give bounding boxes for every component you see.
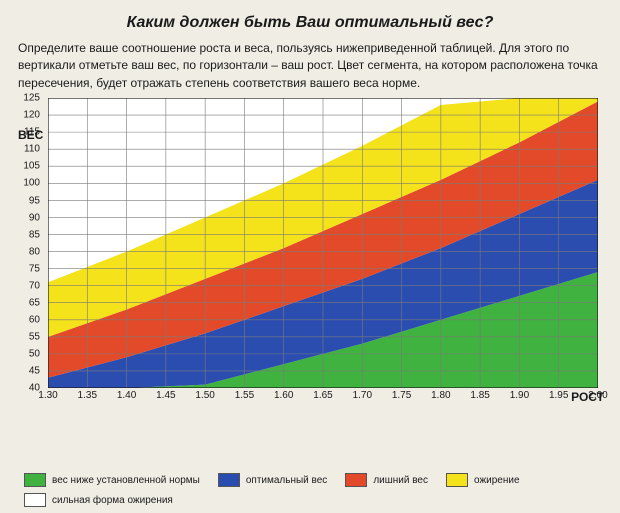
y-tick-label: 60 (29, 314, 40, 325)
y-tick-label: 55 (29, 331, 40, 342)
y-tick-label: 70 (29, 280, 40, 291)
x-tick-label: 1.35 (78, 390, 97, 401)
y-tick-label: 65 (29, 297, 40, 308)
x-tick-label: 1.75 (392, 390, 411, 401)
y-tick-label: 80 (29, 246, 40, 257)
legend-label: ожирение (474, 475, 520, 486)
y-tick-label: 125 (23, 93, 40, 104)
legend-swatch (345, 473, 367, 487)
y-tick-label: 90 (29, 212, 40, 223)
x-tick-label: 1.55 (235, 390, 254, 401)
x-tick-label: 1.60 (274, 390, 293, 401)
legend-swatch (24, 493, 46, 507)
description-text: Определите ваше соотношение роста и веса… (18, 40, 602, 92)
y-tick-label: 75 (29, 263, 40, 274)
y-tick-label: 50 (29, 349, 40, 360)
y-tick-label: 110 (24, 144, 40, 155)
y-tick-label: 120 (23, 110, 40, 121)
page-title: Каким должен быть Ваш оптимальный вес? (18, 14, 602, 32)
legend-label: лишний вес (373, 475, 428, 486)
legend-item: оптимальный вес (218, 473, 327, 487)
x-tick-label: 1.95 (549, 390, 568, 401)
legend-swatch (446, 473, 468, 487)
x-axis-title: РОСТ (571, 390, 604, 404)
x-tick-label: 1.80 (431, 390, 450, 401)
legend-swatch (218, 473, 240, 487)
legend-label: оптимальный вес (246, 475, 327, 486)
chart-area: 4045505560657075808590951001051101151201… (18, 98, 602, 408)
y-tick-label: 115 (24, 127, 40, 138)
legend-item: ожирение (446, 473, 520, 487)
y-tick-labels: 4045505560657075808590951001051101151201… (18, 98, 42, 388)
legend-label: вес ниже установленной нормы (52, 475, 200, 486)
page: Каким должен быть Ваш оптимальный вес? О… (0, 0, 620, 513)
x-tick-label: 1.85 (470, 390, 489, 401)
y-tick-label: 100 (23, 178, 40, 189)
legend-swatch (24, 473, 46, 487)
x-tick-label: 1.40 (117, 390, 136, 401)
y-tick-label: 105 (23, 161, 40, 172)
legend-label: сильная форма ожирения (52, 495, 173, 506)
x-tick-label: 1.65 (313, 390, 332, 401)
y-tick-label: 95 (29, 195, 40, 206)
legend: вес ниже установленной нормы оптимальный … (24, 473, 604, 507)
bmi-area-chart (48, 98, 598, 388)
y-tick-label: 85 (29, 229, 40, 240)
legend-item: вес ниже установленной нормы (24, 473, 200, 487)
x-tick-label: 1.50 (195, 390, 214, 401)
legend-item: лишний вес (345, 473, 428, 487)
x-tick-labels: 1.301.351.401.451.501.551.601.651.701.75… (48, 390, 598, 404)
x-tick-label: 1.70 (353, 390, 372, 401)
y-tick-label: 45 (29, 366, 40, 377)
x-tick-label: 1.30 (38, 390, 57, 401)
x-tick-label: 1.45 (156, 390, 175, 401)
x-tick-label: 1.90 (510, 390, 529, 401)
legend-item: сильная форма ожирения (24, 493, 173, 507)
